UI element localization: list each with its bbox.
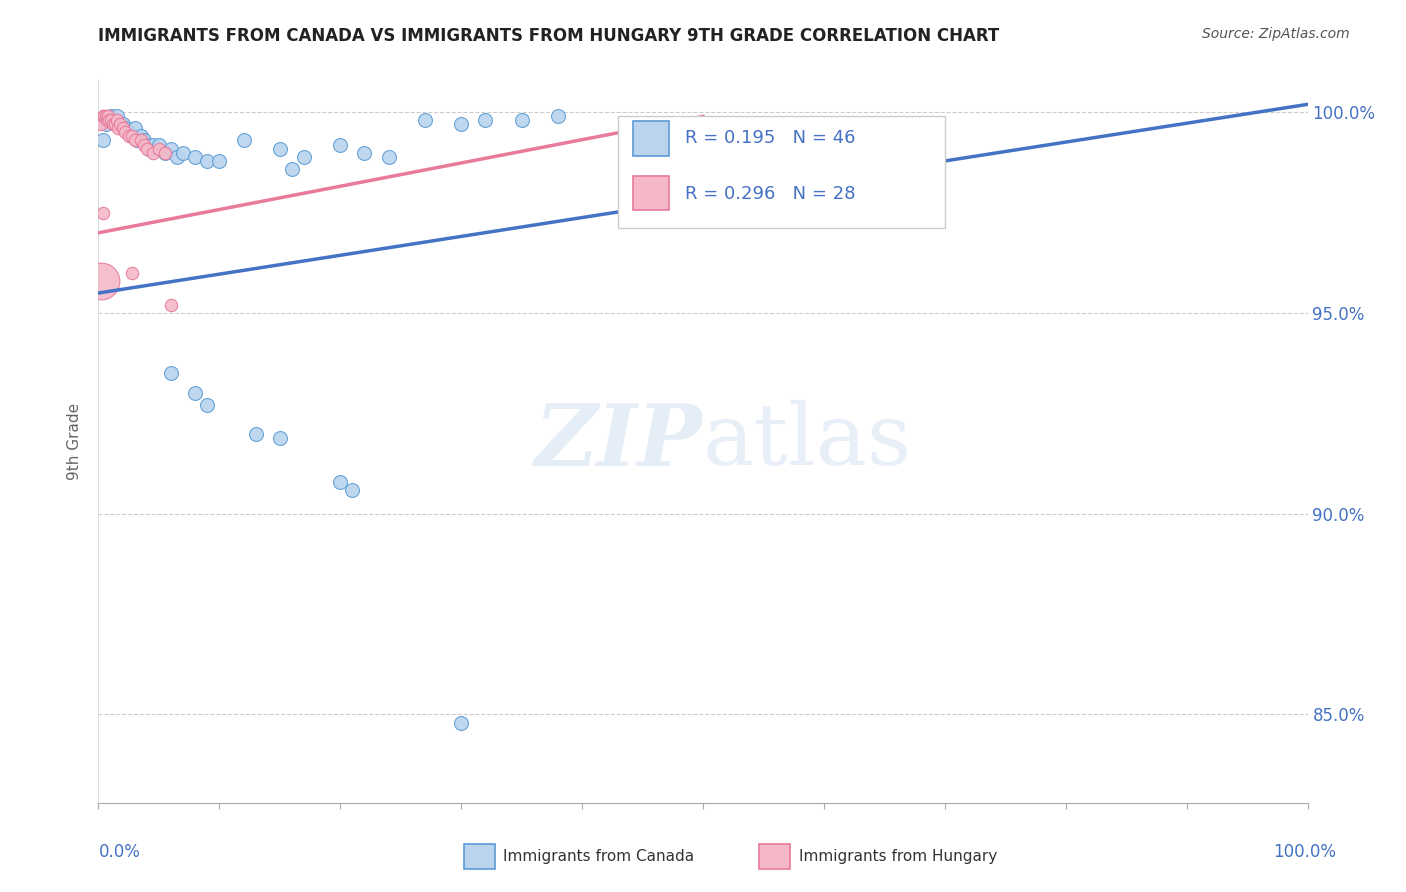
Point — [108, 118, 131, 132]
Point — [108, 118, 131, 132]
Text: atlas: atlas — [703, 400, 912, 483]
Point — [377, 150, 399, 164]
Point — [114, 121, 136, 136]
Point — [142, 137, 165, 152]
Point — [118, 129, 141, 144]
Point — [208, 153, 231, 168]
Point — [104, 118, 127, 132]
Point — [91, 206, 114, 220]
Point — [129, 129, 152, 144]
Point — [232, 134, 254, 148]
Point — [97, 113, 120, 128]
Point — [114, 126, 136, 140]
Text: IMMIGRANTS FROM CANADA VS IMMIGRANTS FROM HUNGARY 9TH GRADE CORRELATION CHART: IMMIGRANTS FROM CANADA VS IMMIGRANTS FRO… — [98, 27, 1000, 45]
Point — [148, 142, 170, 156]
Text: R = 0.296   N = 28: R = 0.296 N = 28 — [685, 185, 855, 202]
Point — [91, 110, 114, 124]
Point — [129, 134, 152, 148]
Point — [105, 110, 128, 124]
Point — [127, 134, 149, 148]
Point — [160, 367, 183, 381]
Point — [245, 426, 267, 441]
Point — [94, 110, 117, 124]
Point — [101, 118, 124, 132]
Point — [107, 121, 129, 136]
Text: Immigrants from Hungary: Immigrants from Hungary — [799, 849, 997, 863]
FancyBboxPatch shape — [619, 117, 945, 228]
Point — [111, 118, 134, 132]
Point — [134, 137, 156, 152]
Point — [184, 386, 207, 401]
Point — [148, 137, 170, 152]
Point — [121, 129, 143, 144]
Point — [138, 142, 160, 156]
Point — [91, 134, 114, 148]
Text: Immigrants from Canada: Immigrants from Canada — [503, 849, 695, 863]
Point — [90, 274, 112, 288]
Point — [172, 145, 194, 160]
Point — [121, 129, 143, 144]
Point — [93, 110, 115, 124]
Point — [118, 126, 141, 140]
Y-axis label: 9th Grade: 9th Grade — [67, 403, 83, 480]
Point — [100, 110, 122, 124]
Point — [413, 113, 436, 128]
Point — [142, 145, 165, 160]
Point — [195, 153, 218, 168]
Point — [195, 399, 218, 413]
Text: ZIP: ZIP — [536, 400, 703, 483]
Point — [474, 113, 496, 128]
Point — [100, 113, 122, 128]
Point — [342, 483, 364, 497]
Point — [135, 137, 157, 152]
Point — [329, 137, 352, 152]
Point — [90, 118, 112, 132]
Point — [269, 142, 291, 156]
Point — [96, 113, 118, 128]
Text: R = 0.195   N = 46: R = 0.195 N = 46 — [685, 129, 855, 147]
Point — [281, 161, 304, 176]
Point — [124, 134, 146, 148]
FancyBboxPatch shape — [633, 121, 669, 156]
Point — [353, 145, 375, 160]
Text: Source: ZipAtlas.com: Source: ZipAtlas.com — [1202, 27, 1350, 41]
Point — [101, 113, 124, 128]
Point — [450, 118, 472, 132]
Point — [97, 110, 120, 124]
Point — [98, 113, 121, 128]
Point — [450, 715, 472, 730]
Point — [292, 150, 315, 164]
Point — [124, 121, 146, 136]
Point — [329, 475, 352, 489]
Point — [510, 113, 533, 128]
FancyBboxPatch shape — [633, 176, 669, 211]
Point — [111, 121, 134, 136]
Point — [166, 150, 188, 164]
Point — [160, 142, 183, 156]
Text: 0.0%: 0.0% — [98, 843, 141, 861]
Point — [153, 145, 176, 160]
Text: 100.0%: 100.0% — [1272, 843, 1336, 861]
Point — [135, 142, 157, 156]
Point — [547, 110, 569, 124]
Point — [94, 118, 117, 132]
Point — [269, 431, 291, 445]
Point — [105, 113, 128, 128]
Point — [134, 134, 156, 148]
Point — [153, 145, 176, 160]
Point — [184, 150, 207, 164]
Point — [160, 298, 183, 312]
Point — [121, 266, 143, 280]
